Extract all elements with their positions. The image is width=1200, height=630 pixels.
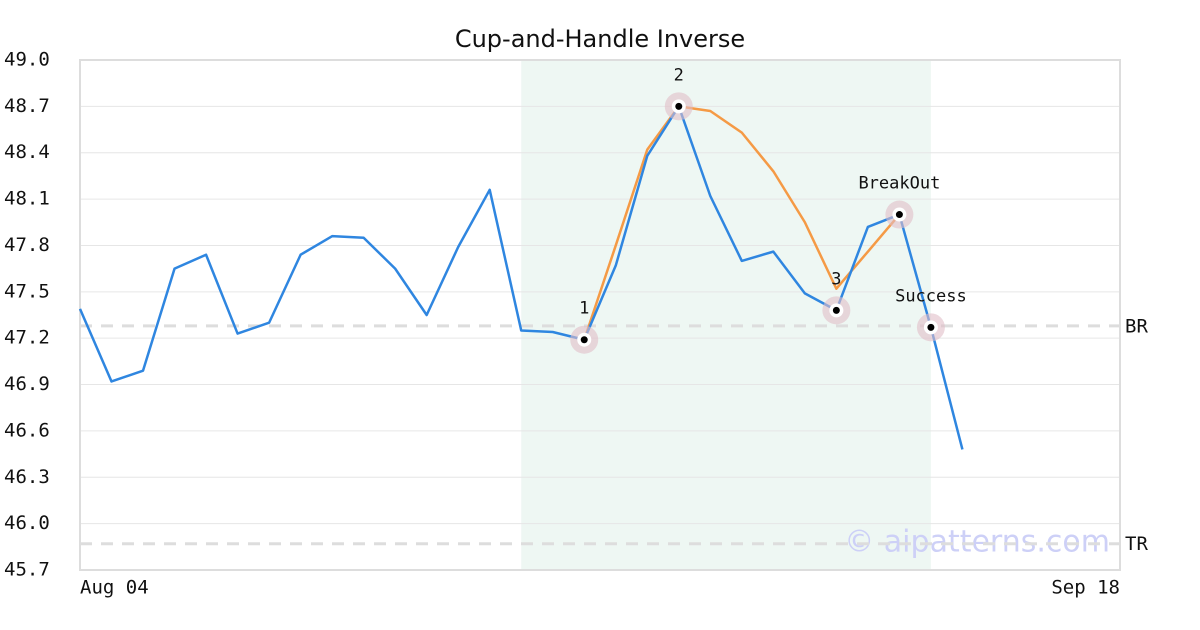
y-tick-label: 48.4 [4,141,50,163]
point-dot [895,211,903,219]
watermark: © aipatterns.com [844,525,1110,560]
reference-label: BR [1125,315,1148,337]
x-tick-label: Sep 18 [1051,577,1120,599]
y-tick-label: 47.8 [4,234,50,256]
point-label: 2 [674,65,684,85]
y-tick-label: 46.0 [4,512,50,534]
y-tick-label: 46.6 [4,419,50,441]
y-tick-label: 48.1 [4,188,50,210]
highlight-region [521,60,931,570]
point-dot [832,306,840,314]
x-tick-label: Aug 04 [80,577,149,599]
data-line [78,105,964,450]
point-label: 1 [579,299,589,319]
y-tick-label: 46.9 [4,373,50,395]
y-tick-label: 47.5 [4,280,50,302]
point-dot [675,102,683,110]
point-dot [927,323,935,331]
y-tick-label: 45.7 [4,559,50,581]
y-tick-label: 48.7 [4,95,50,117]
chart-title: Cup-and-Handle Inverse [455,25,745,53]
y-tick-label: 47.2 [4,327,50,349]
y-tick-label: 46.3 [4,466,50,488]
plot-border [79,59,1121,571]
data-line [583,105,901,341]
reference-label: TR [1125,533,1148,555]
point-label: Success [895,286,967,306]
point-label: BreakOut [858,174,940,194]
point-dot [580,336,588,344]
y-tick-label: 49.0 [4,49,50,71]
point-label: 3 [831,269,841,289]
